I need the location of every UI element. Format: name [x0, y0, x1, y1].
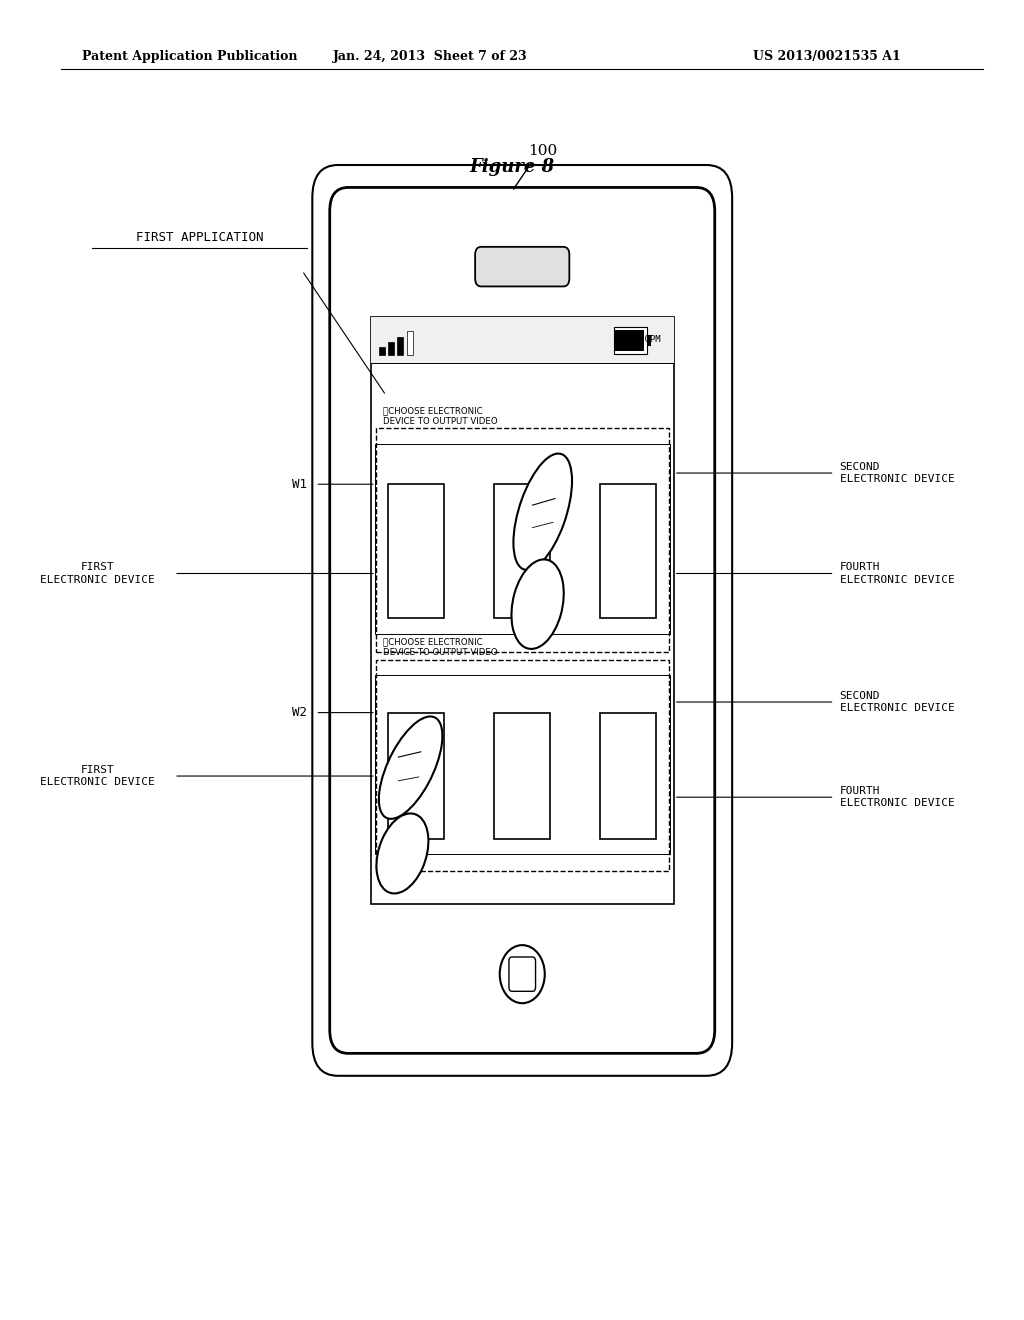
Text: FIRST APPLICATION: FIRST APPLICATION: [136, 231, 263, 244]
Text: 12:00PM: 12:00PM: [624, 335, 662, 345]
FancyBboxPatch shape: [475, 247, 569, 286]
Text: FIRST
ELECTRONIC DEVICE: FIRST ELECTRONIC DEVICE: [40, 562, 155, 585]
Text: US 2013/0021535 A1: US 2013/0021535 A1: [754, 50, 901, 63]
Bar: [375, 444, 670, 634]
FancyBboxPatch shape: [509, 957, 536, 991]
Ellipse shape: [379, 717, 442, 818]
FancyBboxPatch shape: [371, 317, 674, 904]
Bar: [647, 335, 651, 346]
Bar: [494, 484, 551, 618]
Ellipse shape: [511, 560, 564, 649]
Bar: [388, 484, 444, 618]
Text: 100: 100: [528, 144, 557, 158]
Text: Patent Application Publication: Patent Application Publication: [82, 50, 297, 63]
Bar: [397, 337, 403, 355]
Text: ⓘCHOOSE ELECTRONIC
DEVICE TO OUTPUT VIDEO: ⓘCHOOSE ELECTRONIC DEVICE TO OUTPUT VIDE…: [383, 407, 498, 426]
Circle shape: [500, 945, 545, 1003]
Ellipse shape: [377, 813, 428, 894]
Bar: [600, 484, 656, 618]
Text: W2: W2: [292, 706, 307, 719]
Text: FIRST
ELECTRONIC DEVICE: FIRST ELECTRONIC DEVICE: [40, 764, 155, 787]
Text: FOURTH
ELECTRONIC DEVICE: FOURTH ELECTRONIC DEVICE: [840, 562, 954, 585]
FancyBboxPatch shape: [330, 187, 715, 1053]
Bar: [375, 675, 670, 854]
Text: SECOND
ELECTRONIC DEVICE: SECOND ELECTRONIC DEVICE: [840, 690, 954, 713]
Text: SECOND
ELECTRONIC DEVICE: SECOND ELECTRONIC DEVICE: [840, 462, 954, 484]
Text: Jan. 24, 2013  Sheet 7 of 23: Jan. 24, 2013 Sheet 7 of 23: [333, 50, 527, 63]
Ellipse shape: [513, 454, 572, 570]
Bar: [376, 429, 669, 652]
Text: W1: W1: [292, 478, 307, 491]
Bar: [388, 713, 444, 840]
Bar: [376, 660, 669, 871]
Bar: [407, 331, 413, 355]
Bar: [371, 317, 674, 363]
Text: FOURTH
ELECTRONIC DEVICE: FOURTH ELECTRONIC DEVICE: [840, 785, 954, 808]
Bar: [615, 330, 644, 351]
Bar: [388, 342, 394, 355]
Bar: [494, 713, 551, 840]
Bar: [600, 713, 656, 840]
Text: ⓘCHOOSE ELECTRONIC
DEVICE TO OUTPUT VIDEO: ⓘCHOOSE ELECTRONIC DEVICE TO OUTPUT VIDE…: [383, 638, 498, 657]
Bar: [379, 347, 385, 355]
Text: Figure 8: Figure 8: [469, 158, 555, 177]
Bar: [614, 327, 647, 354]
